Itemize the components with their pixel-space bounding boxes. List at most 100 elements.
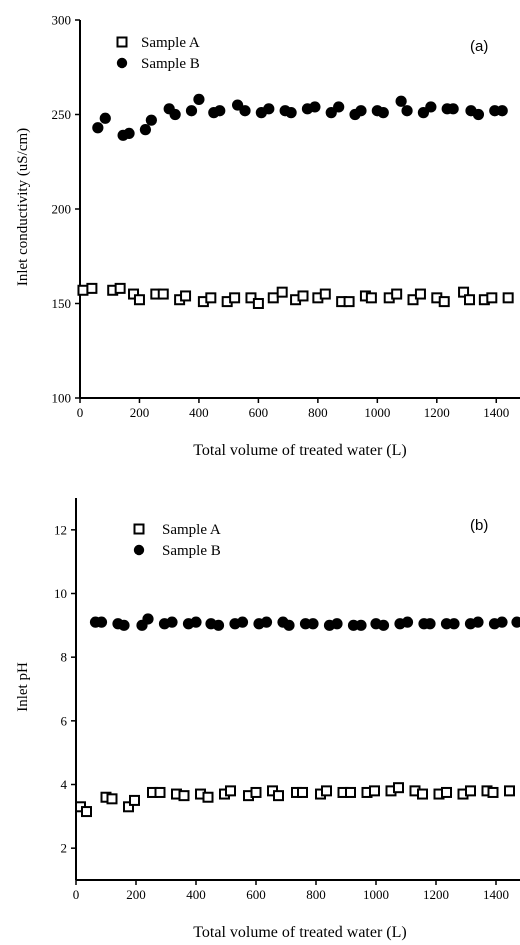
data-point-sample-b (283, 619, 295, 631)
data-point-sample-b (511, 616, 520, 628)
x-tick-label: 400 (189, 405, 209, 420)
data-point-sample-b (377, 619, 390, 631)
panel-b-legend: Sample A Sample B (133, 522, 221, 559)
x-tick-label: 1000 (363, 887, 389, 902)
data-point-sample-a (504, 785, 515, 797)
y-tick-label: 300 (52, 13, 72, 28)
data-point-sample-a (438, 296, 450, 308)
data-point-sample-b (212, 619, 225, 631)
panel-a-legend: Sample A Sample B (116, 35, 200, 72)
data-point-sample-b (169, 108, 181, 121)
data-point-sample-b (123, 127, 135, 139)
data-point-sample-a (464, 294, 476, 306)
data-point-sample-a (252, 298, 264, 309)
data-point-sample-a (458, 286, 470, 298)
x-tick-label: 800 (308, 405, 328, 420)
data-point-sample-a (365, 292, 377, 304)
panel-b: 0 200 400 600 800 1000 1200 1400 2 4 6 8 10 12 (b) To… (15, 498, 520, 941)
data-point-sample-a (250, 786, 262, 798)
x-tick-label: 1200 (423, 887, 449, 902)
data-point-sample-a (297, 786, 308, 798)
data-point-sample-a (114, 282, 126, 294)
panel-b-letter: (b) (470, 517, 488, 534)
x-tick-label: 800 (306, 887, 326, 902)
x-tick-label: 1400 (483, 405, 509, 420)
legend-label-sample-a: Sample A (141, 35, 200, 51)
data-point-sample-a (229, 292, 241, 304)
data-point-sample-b (236, 616, 249, 628)
data-point-sample-a (129, 794, 140, 806)
legend-label-sample-b: Sample B (162, 543, 221, 559)
panel-b-y-axis-title: Inlet pH (15, 662, 31, 712)
data-point-sample-a (276, 286, 288, 298)
data-point-sample-b (285, 107, 297, 119)
data-point-sample-b (355, 619, 367, 631)
data-point-sample-b (214, 105, 226, 117)
panel-a: 0 200 400 600 800 1000 1200 1400 100 150 200 250 300… (15, 13, 520, 459)
data-point-sample-b (496, 105, 508, 117)
data-point-sample-a (86, 282, 98, 294)
x-tick-label: 200 (130, 405, 150, 420)
x-tick-label: 600 (249, 405, 269, 420)
data-point-sample-a (343, 296, 355, 308)
data-point-sample-a (245, 292, 257, 304)
data-point-sample-b (95, 616, 108, 628)
data-point-sample-b (166, 616, 178, 628)
data-point-sample-b (333, 101, 345, 113)
data-point-sample-b (425, 101, 437, 113)
legend-label-sample-a: Sample A (162, 522, 221, 538)
data-point-sample-b (307, 618, 319, 630)
y-tick-label: 6 (61, 713, 68, 728)
data-point-sample-b (401, 616, 414, 628)
data-point-sample-a (297, 290, 309, 302)
data-point-sample-b (239, 105, 251, 117)
data-point-sample-b (401, 105, 413, 117)
data-point-sample-b (331, 618, 343, 630)
x-tick-label: 0 (77, 405, 84, 420)
x-tick-label: 0 (73, 887, 80, 902)
data-point-sample-b (395, 95, 407, 107)
data-point-sample-a (487, 786, 499, 798)
data-point-sample-b (142, 613, 154, 625)
data-point-sample-b (190, 616, 202, 628)
y-tick-label: 150 (52, 296, 72, 311)
data-point-sample-b (99, 112, 111, 124)
data-point-sample-a (205, 292, 217, 304)
data-point-sample-a (133, 294, 145, 306)
data-point-sample-a (319, 288, 331, 300)
legend-circle-marker (133, 544, 145, 556)
y-tick-label: 2 (61, 841, 68, 856)
data-point-sample-a (225, 785, 236, 797)
data-point-sample-b (118, 619, 130, 631)
data-point-sample-b (496, 616, 508, 628)
data-point-sample-b (263, 103, 275, 115)
data-point-sample-a (465, 785, 476, 797)
x-tick-label: 600 (246, 887, 266, 902)
data-point-sample-a (441, 786, 452, 798)
data-point-sample-b (139, 124, 152, 136)
data-point-sample-b (447, 103, 459, 115)
legend-square-marker (133, 523, 145, 535)
data-point-sample-a (77, 284, 89, 296)
data-point-sample-b (185, 105, 198, 117)
y-tick-label: 250 (52, 107, 72, 122)
data-point-sample-a (267, 292, 279, 304)
data-point-sample-a (414, 288, 426, 300)
data-point-sample-a (369, 785, 380, 797)
data-point-sample-a (393, 782, 404, 794)
panel-a-plot-area: 0 200 400 600 800 1000 1200 1400 100 150 200 250 300 (52, 13, 520, 420)
panel-a-y-axis-title: Inlet conductivity (uS/cm) (15, 128, 31, 286)
data-point-sample-b (472, 108, 485, 121)
data-point-sample-b (260, 616, 273, 628)
data-point-sample-b (92, 122, 104, 134)
panel-a-letter: (a) (470, 38, 488, 55)
data-point-sample-b (145, 114, 157, 126)
panel-b-plot-area: 0 200 400 600 800 1000 1200 1400 2 4 6 8 10 12 (54, 498, 520, 902)
data-point-sample-a (202, 791, 214, 803)
data-point-sample-a (407, 294, 419, 306)
y-tick-label: 10 (54, 586, 67, 601)
data-point-sample-a (417, 788, 428, 800)
legend-circle-marker (116, 57, 128, 69)
y-tick-label: 8 (61, 650, 68, 665)
data-point-sample-a (106, 793, 118, 805)
